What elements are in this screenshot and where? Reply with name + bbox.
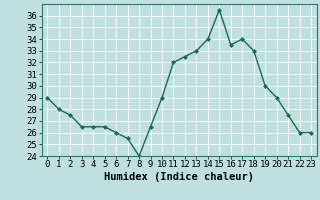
X-axis label: Humidex (Indice chaleur): Humidex (Indice chaleur) — [104, 172, 254, 182]
